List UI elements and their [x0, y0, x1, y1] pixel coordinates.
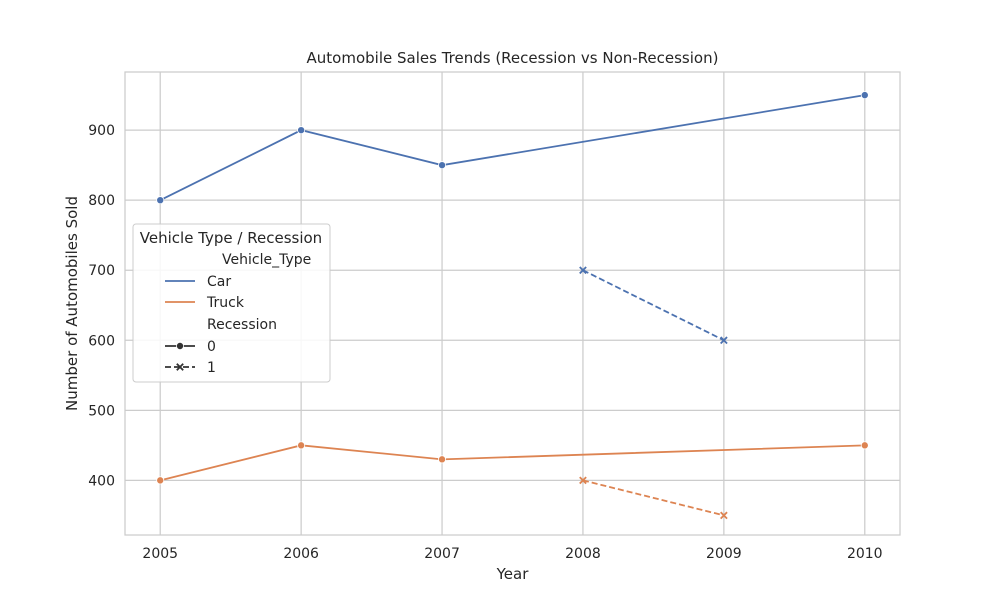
data-point — [579, 476, 587, 485]
y-tick-label: 600 — [88, 333, 115, 349]
data-point — [156, 476, 165, 485]
legend-item-recession-1: 1 — [207, 360, 216, 376]
y-axis-title: Number of Automobiles Sold — [63, 196, 81, 411]
data-point — [176, 363, 184, 371]
data-point — [438, 161, 447, 170]
data-point — [579, 266, 587, 275]
x-tick-label: 2005 — [142, 546, 178, 562]
tick-labels: 2005 2006 2007 2008 2009 2010 400 500 600 700 800 9… — [88, 123, 882, 562]
series-line — [582, 269, 725, 342]
data-point — [297, 441, 306, 450]
y-tick-label: 700 — [88, 263, 115, 279]
data-point — [438, 455, 447, 464]
data-point — [720, 336, 728, 345]
x-axis-title: Year — [496, 565, 530, 583]
series-line — [159, 94, 865, 201]
series-layer — [156, 91, 869, 520]
legend-item-recession-0: 0 — [207, 339, 216, 355]
legend-vehicle-type-header: Vehicle_Type — [222, 252, 311, 268]
legend-swatches — [165, 280, 195, 371]
data-point — [297, 126, 306, 135]
y-tick-label: 900 — [88, 123, 115, 139]
data-point — [860, 91, 869, 100]
series-truck-recession-0 — [156, 441, 869, 485]
data-point — [860, 441, 869, 450]
x-tick-label: 2007 — [424, 546, 460, 562]
x-tick-label: 2006 — [283, 546, 319, 562]
x-tick-label: 2008 — [565, 546, 601, 562]
y-tick-label: 800 — [88, 193, 115, 209]
data-point — [156, 196, 165, 205]
legend-title: Vehicle Type / Recession — [140, 229, 322, 247]
series-car-recession-0 — [156, 91, 869, 205]
y-tick-label: 400 — [88, 473, 115, 489]
y-tick-label: 500 — [88, 403, 115, 419]
chart-title: Automobile Sales Trends (Recession vs No… — [307, 49, 719, 67]
data-point — [720, 511, 728, 520]
legend: Vehicle Type / Recession Vehicle_Type Ca… — [132, 223, 331, 383]
legend-box — [132, 223, 331, 383]
legend-recession-header: Recession — [207, 317, 277, 333]
series-truck-recession-1 — [579, 476, 728, 520]
legend-item-car: Car — [207, 274, 231, 290]
series-car-recession-1 — [579, 266, 728, 345]
series-line — [582, 479, 725, 517]
x-tick-label: 2010 — [847, 546, 883, 562]
x-tick-label: 2009 — [706, 546, 742, 562]
data-point — [175, 341, 184, 350]
legend-item-truck: Truck — [206, 295, 245, 311]
plot-frame — [124, 71, 901, 536]
series-line — [160, 444, 865, 482]
